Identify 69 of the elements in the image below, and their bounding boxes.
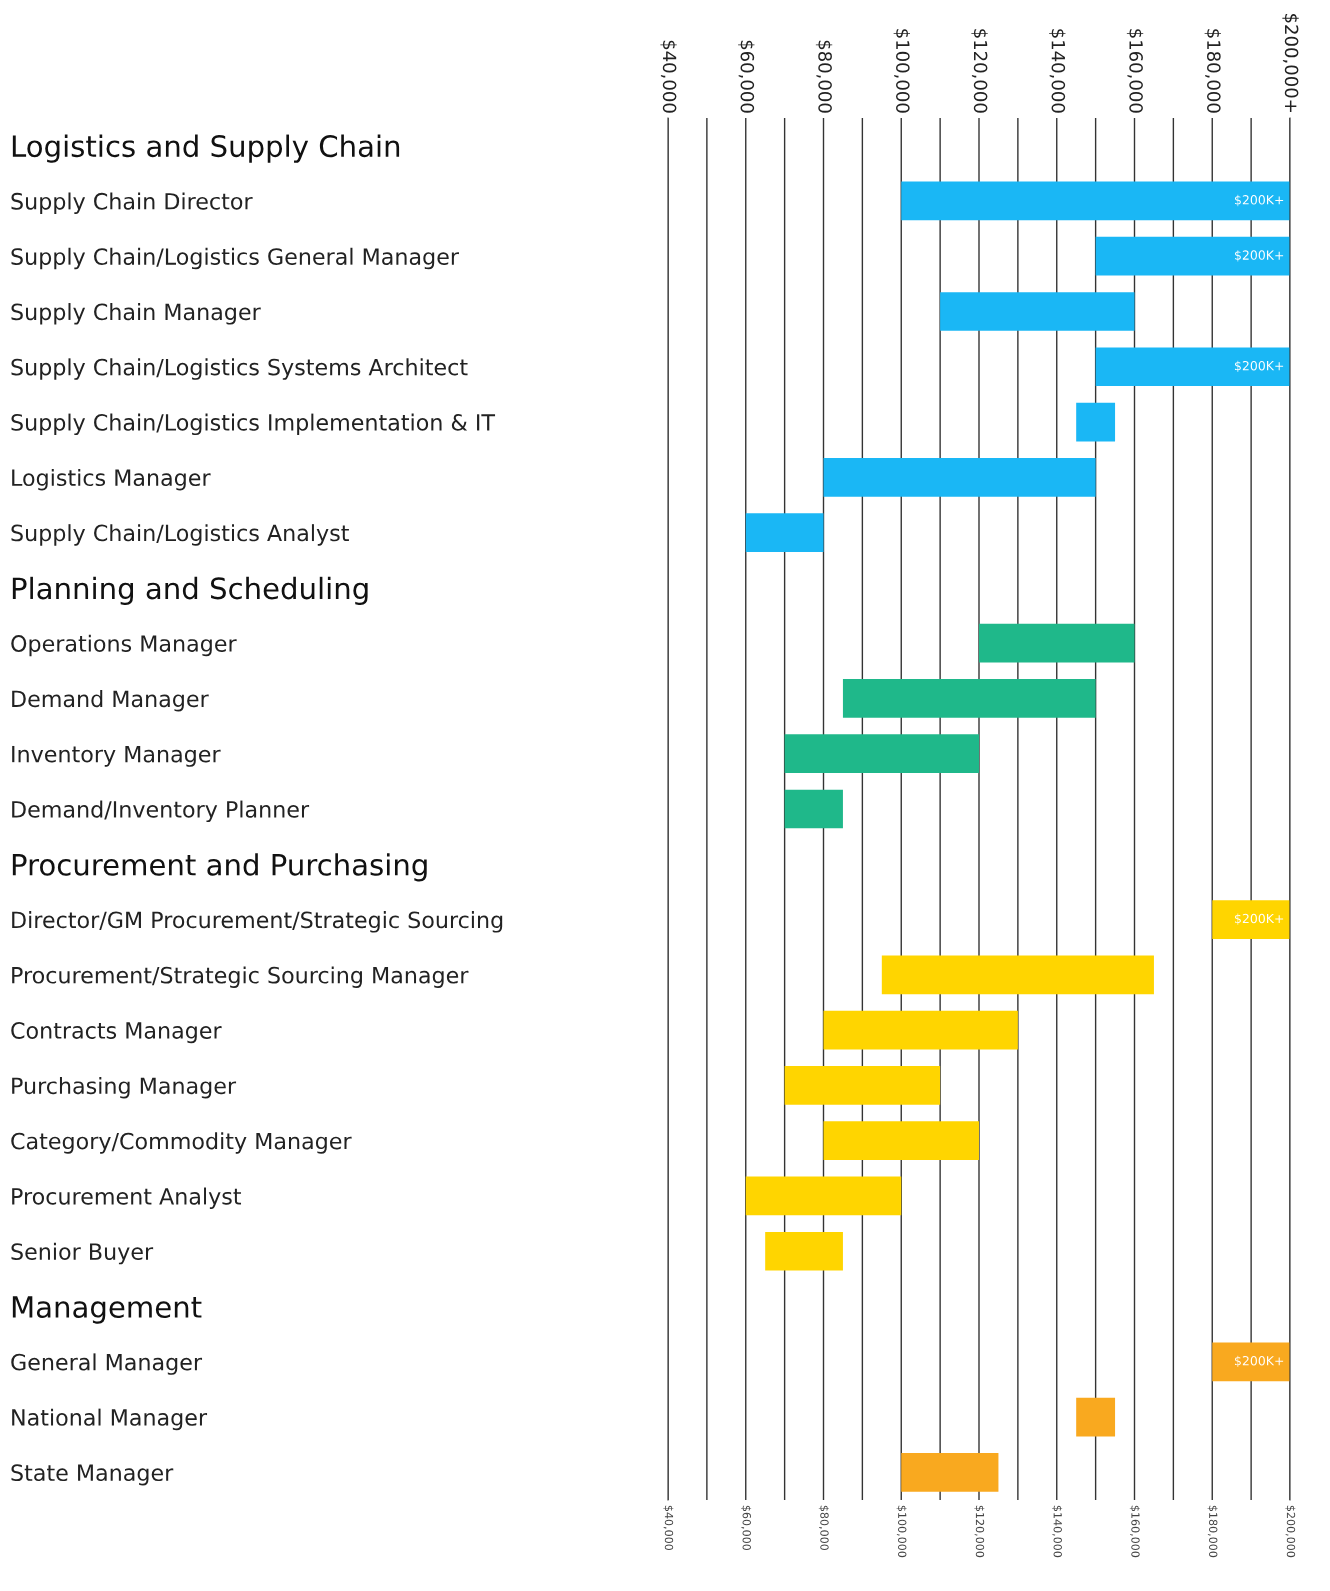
bar xyxy=(784,734,979,774)
x2-tick-label: $80,000 xyxy=(815,40,833,113)
x-tick-label: $160,000 xyxy=(1129,1505,1140,1558)
bar xyxy=(784,1066,941,1105)
y-tick-label: Logistics Manager xyxy=(12,468,211,491)
annotation: $200K+ xyxy=(1235,913,1284,925)
bar xyxy=(940,292,1135,331)
x2-tick-label: $200,000+ xyxy=(1282,14,1299,112)
bar xyxy=(1212,1342,1290,1382)
y-tick-label: Supply Chain/Logistics General Manager xyxy=(11,247,459,270)
bar xyxy=(745,1176,902,1216)
y-tick-label: Supply Chain/Logistics Analyst xyxy=(11,524,349,546)
x-tick-label: $40,000 xyxy=(663,1505,674,1551)
y-tick-label: Procurement Analyst xyxy=(12,1187,242,1210)
bar xyxy=(1095,236,1290,276)
x2-tick-label: $140,000 xyxy=(1049,29,1066,113)
bar xyxy=(1212,900,1290,939)
bar xyxy=(1095,347,1290,387)
bar xyxy=(881,955,1154,995)
bar xyxy=(745,513,824,552)
bar xyxy=(784,789,843,829)
y-tick-label: Supply Chain/Logistics Systems Architect xyxy=(11,358,468,380)
y-tick-label: Supply Chain Manager xyxy=(11,303,261,325)
bar xyxy=(823,457,1096,497)
x-tick-label: $200,000 xyxy=(1285,1505,1296,1558)
y-tick-label: Senior Buyer xyxy=(11,1242,154,1265)
x-tick-label: $120,000 xyxy=(974,1505,985,1558)
bar xyxy=(765,1231,843,1271)
bar xyxy=(842,679,1096,718)
x-tick-label: $140,000 xyxy=(1052,1505,1063,1558)
y-tick-label: Logistics and Supply Chain xyxy=(12,134,400,163)
x2-tick-label: $100,000 xyxy=(893,29,910,113)
y-tick-label: Category/Commodity Manager xyxy=(11,1132,352,1154)
x-tick-label: $100,000 xyxy=(896,1505,907,1558)
x-tick-label: $180,000 xyxy=(1207,1505,1218,1558)
x2-tick-label: $40,000 xyxy=(660,40,677,113)
bar xyxy=(901,181,1290,221)
y-tick-label: Demand/Inventory Planner xyxy=(12,800,310,823)
y-tick-label: Inventory Manager xyxy=(12,745,221,767)
y-tick-label: Management xyxy=(12,1296,202,1324)
y-tick-label: Operations Manager xyxy=(11,634,237,657)
bar xyxy=(901,1453,999,1492)
annotation: $200K+ xyxy=(1235,360,1284,373)
y-tick-label: Demand Manager xyxy=(12,690,209,712)
y-tick-label: State Manager xyxy=(11,1464,174,1486)
bar xyxy=(979,623,1135,663)
y-tick-label: Procurement/Strategic Sourcing Manager xyxy=(12,966,469,988)
x-tick-label: $80,000 xyxy=(818,1505,829,1551)
annotation: $200K+ xyxy=(1235,194,1284,207)
bar xyxy=(823,1121,979,1161)
x2-tick-label: $120,000 xyxy=(971,29,988,113)
x-tick-label: $60,000 xyxy=(741,1505,752,1551)
annotation: $200K+ xyxy=(1235,1355,1284,1368)
y-tick-label: Contracts Manager xyxy=(11,1022,222,1044)
y-tick-label: General Manager xyxy=(11,1353,203,1375)
y-tick-label: National Manager xyxy=(12,1408,208,1431)
y-tick-label: Supply Chain Director xyxy=(11,192,253,214)
annotation: $200K+ xyxy=(1235,250,1284,262)
y-tick-label: Planning and Scheduling xyxy=(12,576,368,606)
x2-tick-label: $160,000 xyxy=(1126,29,1144,113)
bar xyxy=(1076,1397,1116,1437)
bar xyxy=(823,1010,1018,1050)
bar xyxy=(1076,402,1116,442)
x2-tick-label: $60,000 xyxy=(738,40,755,113)
y-tick-label: Director/GM Procurement/Strategic Sourcing xyxy=(12,911,503,933)
x2-tick-label: $180,000 xyxy=(1204,29,1221,113)
y-tick-label: Procurement and Purchasing xyxy=(12,853,427,882)
y-tick-label: Purchasing Manager xyxy=(12,1076,237,1099)
y-tick-label: Supply Chain/Logistics Implementation & IT xyxy=(11,413,496,436)
